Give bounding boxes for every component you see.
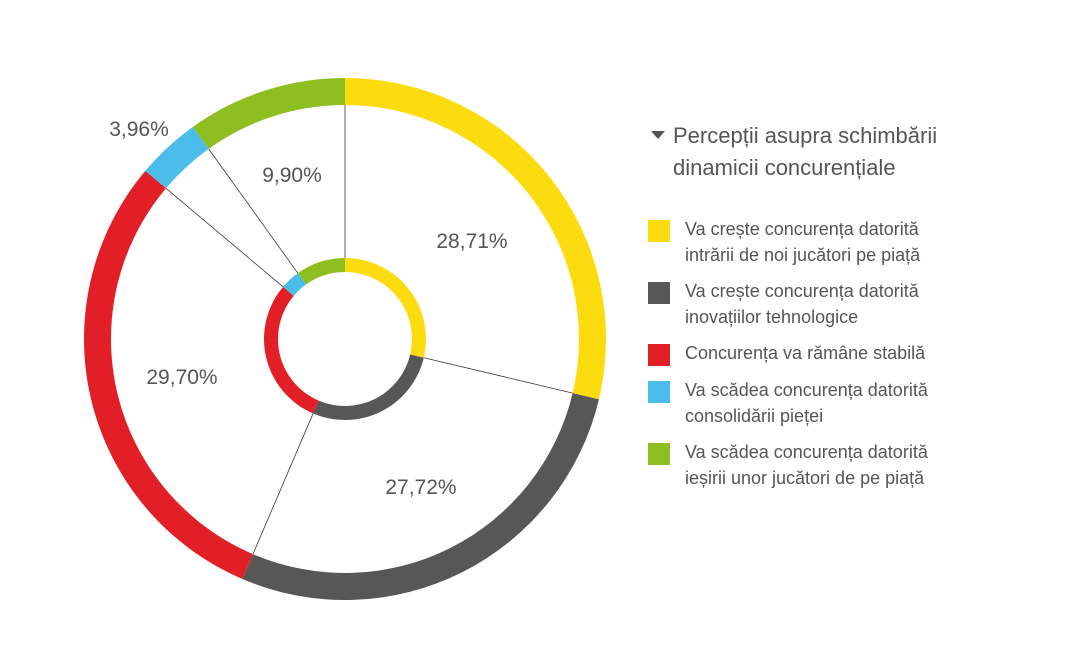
outer-slice-1 (345, 78, 606, 400)
slice-divider-4 (165, 187, 284, 288)
inner-slice-2 (313, 354, 424, 420)
inner-slice-1 (345, 258, 426, 358)
legend: Va crește concurența datorită intrării de… (648, 216, 948, 491)
legend-label-line: Va crește concurența datorită (685, 219, 919, 239)
slice-divider-5 (208, 148, 299, 274)
inner-slice-5 (297, 258, 345, 285)
legend-label-line: Va crește concurența datorită (685, 281, 919, 301)
legend-title-line2: dinamicii concurențiale (673, 155, 896, 180)
inner-slice-3 (264, 286, 319, 414)
data-label-2: 27,72% (385, 476, 456, 499)
legend-label-line: ieșirii unor jucători de pe piață (685, 468, 925, 488)
legend-swatch (648, 220, 670, 242)
legend-label-line: consolidării pieței (685, 406, 824, 426)
legend-label-line: intrării de noi jucători pe piață (685, 245, 921, 265)
legend-item-va-creste-concurenta-datorita-intrarii-d: Va crește concurența datorită intrării de… (648, 216, 948, 268)
legend-swatch (648, 282, 670, 304)
slice-divider-3 (252, 413, 314, 555)
legend-swatch (648, 381, 670, 403)
legend-item-va-scadea-concurenta-datorita-consolidar: Va scădea concurența datorită consolidări… (648, 377, 948, 429)
legend-label-line: Concurența va rămâne stabilă (685, 343, 926, 363)
legend-label-line: Va scădea concurența datorită (685, 442, 928, 462)
caret-down-icon (651, 131, 665, 140)
legend-title: Percepții asupra schimbării dinamicii co… (651, 120, 937, 184)
legend-item-concurenta-va-ramane-stabila: Concurența va rămâne stabilă (648, 340, 948, 366)
data-label-1: 28,71% (436, 230, 507, 253)
legend-label-line: inovațiilor tehnologice (685, 307, 859, 327)
legend-item-va-creste-concurenta-datorita-inovatiilo: Va crește concurența datorită inovațiilor… (648, 278, 948, 330)
data-label-4: 3,96% (109, 118, 169, 141)
outer-slice-5 (192, 78, 345, 149)
legend-item-va-scadea-concurenta-datorita-iesirii-un: Va scădea concurența datorită ieșirii uno… (648, 439, 948, 491)
legend-label-line: Va scădea concurența datorită (685, 380, 928, 400)
legend-swatch (648, 443, 670, 465)
outer-slice-3 (83, 170, 253, 579)
inner-slice-4 (283, 273, 306, 296)
outer-slice-2 (242, 393, 599, 600)
slice-divider-2 (423, 357, 573, 394)
data-label-5: 9,90% (262, 164, 322, 187)
outer-slice-4 (145, 126, 209, 189)
legend-title-line1: Percepții asupra schimbării (673, 123, 938, 148)
data-label-3: 29,70% (146, 366, 217, 389)
legend-swatch (648, 344, 670, 366)
